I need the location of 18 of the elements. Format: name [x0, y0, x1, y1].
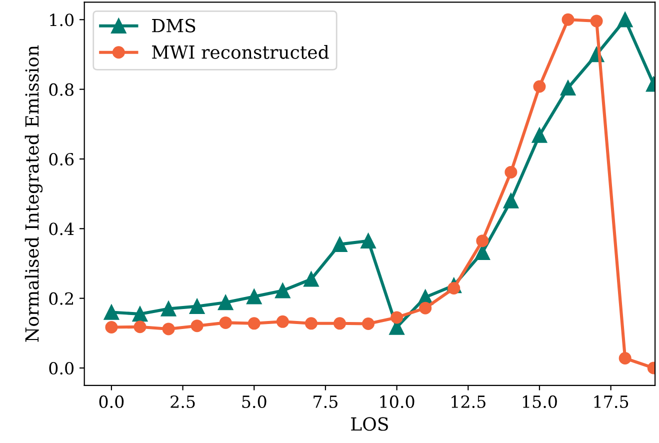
- y-tick-label: 1.0: [50, 14, 74, 26]
- x-tick-label: 5.0: [242, 395, 266, 408]
- y-tick-label: 0.6: [49, 152, 74, 166]
- legend-label: DMS: [152, 18, 196, 32]
- x-tick-label: 0.0: [99, 395, 124, 408]
- y-tick-label: 0.2: [49, 292, 73, 305]
- x-tick-label: 12.5: [452, 395, 486, 408]
- x-tick-label: 10.0: [380, 395, 414, 408]
- y-axis-title: Normalised Integrated Emission: [24, 45, 43, 342]
- x-tick-label: 17.5: [594, 395, 628, 408]
- y-tick-label: 0.4: [49, 222, 74, 236]
- legend-label: MWI reconstructed: [152, 44, 329, 59]
- x-tick-label: 7.5: [314, 396, 338, 408]
- y-tick-label: 0.8: [49, 83, 74, 96]
- y-tick-label: 0.0: [49, 362, 74, 375]
- x-tick-label: 15.0: [522, 395, 557, 408]
- x-axis-title: LOS: [351, 417, 388, 431]
- x-tick-label: 2.5: [170, 395, 195, 408]
